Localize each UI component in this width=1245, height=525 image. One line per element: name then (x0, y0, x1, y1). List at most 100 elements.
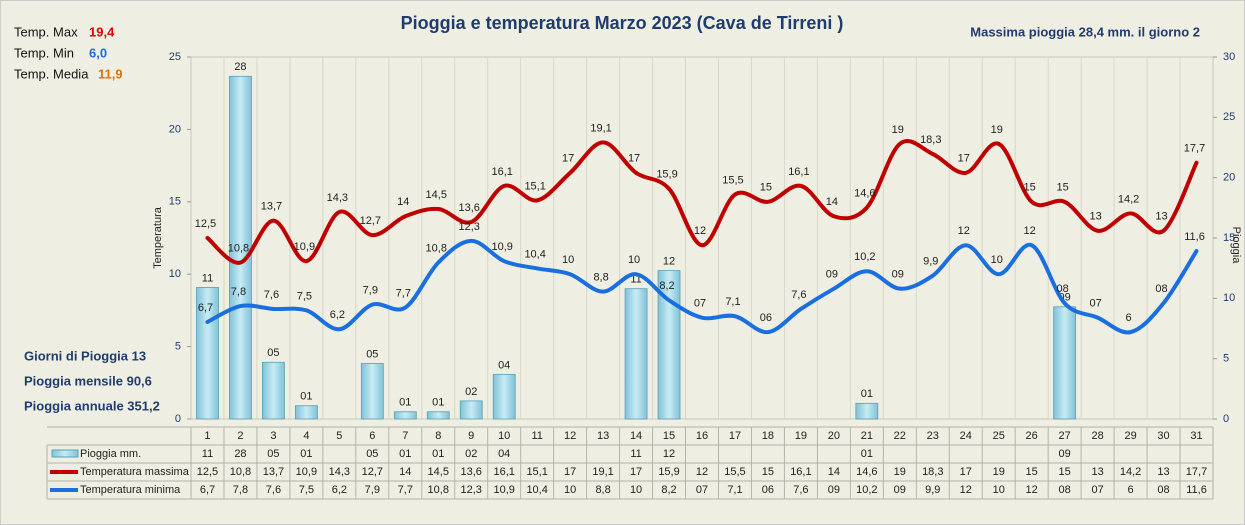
line-value-label: 7,9 (363, 285, 378, 297)
table-cell: 12 (960, 484, 972, 496)
x-tick-label: 5 (336, 430, 342, 442)
line-value-label: 9,9 (923, 256, 938, 268)
table-cell: 01 (861, 448, 873, 460)
line-value-label: 6,2 (330, 309, 345, 321)
table-cell: 12,3 (461, 484, 482, 496)
line-value-label: 13,7 (261, 201, 282, 213)
line-value-label: 12,3 (459, 221, 480, 233)
x-tick-label: 28 (1091, 430, 1103, 442)
x-tick-label: 19 (795, 430, 807, 442)
table-cell: 15,1 (526, 466, 547, 478)
bar-value-label: 11 (202, 272, 213, 284)
line-value-label: 10,8 (426, 243, 447, 255)
x-tick-label: 8 (435, 430, 441, 442)
line-value-label: 6,7 (198, 302, 213, 314)
y-tick-label: 15 (169, 196, 181, 208)
line-value-label: 14,3 (327, 192, 348, 204)
table-cell: 14 (399, 466, 411, 478)
table-cell: 8,2 (661, 484, 676, 496)
line-value-label: 12 (1024, 225, 1036, 237)
bar-value-label: 12 (663, 255, 675, 267)
rain-bar (1053, 306, 1077, 420)
table-cell: 13,7 (263, 466, 284, 478)
y-tick-label: 0 (175, 413, 181, 425)
line-value-label: 08 (1057, 283, 1069, 295)
table-cell: 10 (564, 484, 576, 496)
x-tick-label: 10 (498, 430, 510, 442)
line-value-label: 09 (892, 269, 904, 281)
y-tick-label: 20 (169, 123, 181, 135)
line-value-label: 17,7 (1184, 143, 1205, 155)
table-cell: 15,5 (724, 466, 745, 478)
table-cell: 19 (894, 466, 906, 478)
legend-label: Pioggia mm. (80, 448, 141, 460)
table-cell: 12,7 (362, 466, 383, 478)
table-cell: 15 (1059, 466, 1071, 478)
rain-bar (459, 400, 483, 420)
bar-value-label: 01 (432, 397, 444, 409)
line-value-label: 14 (826, 196, 838, 208)
table-cell: 09 (1059, 448, 1071, 460)
line-value-label: 10 (628, 254, 640, 266)
line-value-label: 10,9 (491, 241, 512, 253)
line-value-label: 10,2 (854, 251, 875, 263)
y2-tick-label: 0 (1223, 413, 1229, 425)
table-cell: 16,1 (493, 466, 514, 478)
y2-tick-label: 20 (1223, 172, 1235, 184)
y-tick-label: 25 (169, 51, 181, 63)
x-tick-label: 30 (1157, 430, 1169, 442)
table-cell: 14,2 (1120, 466, 1141, 478)
chart-title: Pioggia e temperatura Marzo 2023 (Cava d… (401, 13, 844, 33)
line-value-label: 10,8 (228, 243, 249, 255)
x-tick-label: 11 (531, 430, 542, 442)
table-cell: 05 (267, 448, 279, 460)
table-cell: 6,2 (332, 484, 347, 496)
line-value-label: 7,6 (264, 289, 279, 301)
table-cell: 6 (1128, 484, 1134, 496)
table-cell: 14,3 (329, 466, 350, 478)
bar-value-label: 01 (861, 388, 873, 400)
line-value-label: 15,1 (524, 180, 545, 192)
line-value-label: 12 (958, 225, 970, 237)
x-tick-label: 17 (729, 430, 741, 442)
rain-bar (262, 361, 285, 420)
line-value-label: 7,7 (396, 287, 411, 299)
table-cell: 04 (498, 448, 510, 460)
rain-bar (657, 270, 681, 420)
line-value-label: 16,1 (788, 166, 809, 178)
line-value-label: 10,4 (524, 248, 545, 260)
rain-stat: Pioggia annuale 351,2 (24, 398, 160, 413)
table-cell: 10 (993, 484, 1005, 496)
line-value-label: 14,2 (1118, 193, 1139, 205)
table-cell: 15,9 (658, 466, 679, 478)
line-value-label: 8,2 (659, 280, 674, 292)
line-value-label: 16,1 (491, 166, 512, 178)
table-cell: 14,6 (856, 466, 877, 478)
line-value-label: 7,6 (791, 289, 806, 301)
line-value-label: 8,8 (593, 271, 608, 283)
table-cell: 7,1 (727, 484, 742, 496)
table-cell: 15 (762, 466, 774, 478)
rain-bar (855, 402, 879, 420)
line-value-label: 14 (397, 196, 409, 208)
line-value-label: 17 (958, 153, 970, 165)
line-value-label: 19,1 (590, 122, 611, 134)
table-cell: 12 (696, 466, 708, 478)
line-value-label: 10,9 (294, 241, 315, 253)
legend-label: Temperatura minima (80, 484, 181, 496)
stat-value: 11,9 (98, 66, 123, 81)
rain-bar (624, 288, 648, 420)
x-tick-label: 22 (894, 430, 906, 442)
table-cell: 11,6 (1186, 484, 1207, 496)
table-cell: 12 (663, 448, 675, 460)
table-cell: 05 (366, 448, 378, 460)
line-value-label: 15 (1024, 182, 1036, 194)
x-tick-label: 6 (369, 430, 375, 442)
x-tick-label: 7 (402, 430, 408, 442)
y-axis-label: Temperatura (152, 206, 164, 269)
table-cell: 10,2 (856, 484, 877, 496)
bar-value-label: 05 (366, 348, 378, 360)
y2-tick-label: 15 (1223, 232, 1235, 244)
stat-value: 6,0 (89, 45, 107, 60)
table-cell: 19 (993, 466, 1005, 478)
